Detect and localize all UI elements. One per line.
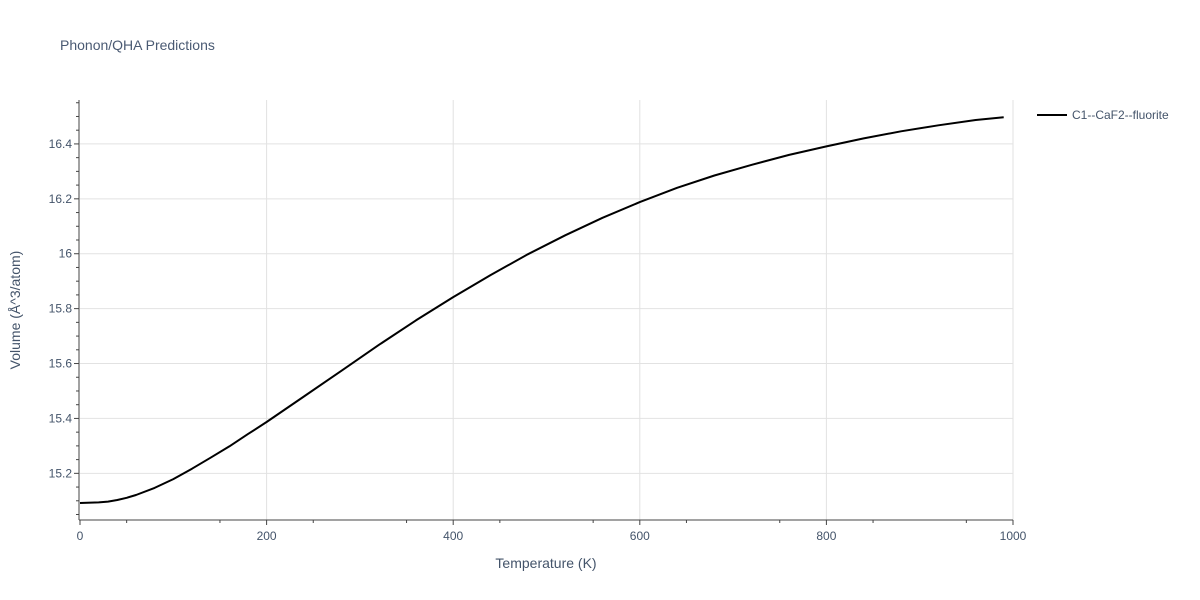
- x-tick-label: 400: [443, 529, 463, 543]
- y-axis-title: Volume (Å^3/atom): [7, 251, 23, 370]
- y-tick-label: 15.4: [49, 411, 73, 425]
- x-tick-label: 0: [77, 529, 84, 543]
- grid: [80, 100, 1014, 520]
- y-tick-label: 16: [59, 247, 73, 261]
- x-tick-label: 800: [816, 529, 836, 543]
- legend[interactable]: C1--CaF2--fluorite: [1037, 108, 1169, 122]
- series-line[interactable]: [79, 116, 1004, 504]
- legend-label[interactable]: C1--CaF2--fluorite: [1072, 108, 1169, 122]
- x-tick-label: 200: [257, 529, 277, 543]
- y-tick-label: 16.4: [49, 137, 73, 151]
- x-tick-label: 600: [630, 529, 650, 543]
- y-tick-label: 15.2: [49, 466, 73, 480]
- y-tick-label: 15.8: [49, 302, 73, 316]
- y-tick-label: 16.2: [49, 192, 73, 206]
- series-layer: [79, 116, 1004, 504]
- x-axis-title: Temperature (K): [495, 555, 596, 571]
- y-tick-label: 15.6: [49, 357, 73, 371]
- chart-title: Phonon/QHA Predictions: [60, 37, 215, 53]
- x-tick-label: 1000: [1000, 529, 1027, 543]
- axes: 0 200 400 600 800 1000 15.2 15.4 15.6 15.8 16 16.2 1…: [49, 100, 1027, 543]
